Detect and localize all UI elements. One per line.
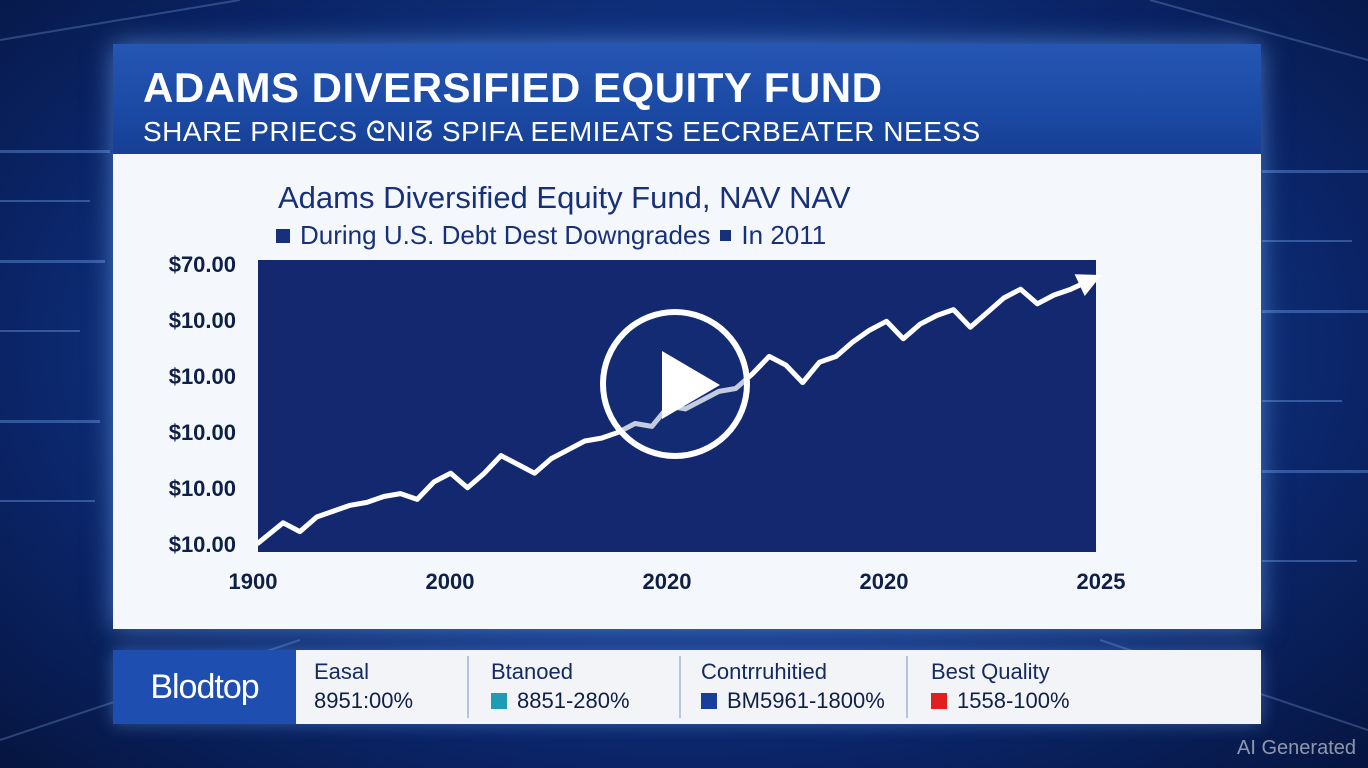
- data-point: [834, 354, 838, 358]
- chart-panel: ADAMS DIVERSIFIED EQUITY FUND SHARE PRIE…: [113, 44, 1261, 629]
- data-point: [952, 308, 955, 312]
- data-point: [985, 311, 989, 315]
- data-point: [499, 454, 503, 458]
- divider: [679, 656, 681, 718]
- swatch-icon: [491, 693, 507, 709]
- arrow-head-icon: [1074, 274, 1102, 296]
- data-point: [868, 328, 872, 332]
- data-point: [466, 486, 469, 490]
- ticker-item-label: Easal: [314, 659, 370, 684]
- bullet-square-icon: [720, 230, 732, 241]
- ticker-item-value: BM5961-1800%: [701, 688, 885, 714]
- data-point: [382, 495, 386, 498]
- ticker-item: Contrruhitied BM5961-1800%: [683, 650, 903, 724]
- y-tick-label: $10.00: [169, 364, 236, 389]
- data-point: [348, 503, 352, 507]
- data-point: [583, 439, 587, 443]
- bullet-square-icon: [276, 228, 290, 243]
- ticker-item-value-text: 8851-280%: [517, 688, 630, 713]
- play-button[interactable]: [600, 309, 750, 459]
- swatch-icon: [931, 693, 947, 709]
- data-point: [885, 319, 888, 323]
- ticker-item: Btanoed 8851-280%: [473, 650, 678, 724]
- ticker-item-value-text: 8951:00%: [314, 688, 414, 713]
- ticker-item: Easal 8951:00%: [296, 650, 466, 724]
- data-point: [298, 530, 302, 534]
- page-subtitle: SHARE PRIECS ᘓNIᘔ SPIFA EEMIEATS EECRBEA…: [143, 116, 981, 147]
- data-point: [449, 471, 453, 475]
- data-point: [600, 436, 604, 440]
- ticker-bar: Blodtop Easal 8951:00% Btanoed 8851-280%…: [113, 650, 1261, 724]
- data-point: [516, 462, 520, 466]
- data-point: [851, 340, 855, 344]
- ticker-item-value: 8951:00%: [314, 688, 413, 714]
- ticker-item-value-text: BM5961-1800%: [727, 688, 885, 713]
- y-tick-label: $10.00: [169, 308, 236, 333]
- data-point: [1019, 287, 1023, 291]
- chart-subtitle: During U.S. Debt Dest Downgrades In 2011: [276, 220, 826, 251]
- chart-subtitle-tail: In 2011: [741, 220, 827, 250]
- data-point: [415, 497, 419, 501]
- y-tick-label: $10.00: [169, 476, 236, 501]
- swatch-icon: [701, 693, 717, 709]
- x-tick-label: 1900: [229, 569, 278, 594]
- data-point: [1035, 302, 1039, 306]
- ticker-item-label: Best Quality: [931, 659, 1050, 684]
- data-point: [784, 363, 788, 367]
- data-point: [482, 471, 486, 475]
- header-bar: ADAMS DIVERSIFIED EQUITY FUND SHARE PRIE…: [113, 44, 1261, 154]
- x-tick-label: 2000: [426, 569, 475, 594]
- data-point: [1002, 296, 1006, 300]
- ticker-item-value: 8851-280%: [491, 688, 630, 714]
- y-tick-label: $10.00: [169, 420, 236, 445]
- data-point: [918, 322, 922, 326]
- data-point: [750, 372, 754, 376]
- data-point: [365, 500, 369, 504]
- data-point: [935, 314, 939, 317]
- data-point: [968, 325, 972, 329]
- divider: [906, 656, 908, 718]
- data-point: [315, 515, 319, 519]
- divider: [467, 656, 469, 718]
- page-title: ADAMS DIVERSIFIED EQUITY FUND: [143, 64, 883, 111]
- data-point: [533, 471, 536, 475]
- data-point: [767, 354, 771, 358]
- ticker-item-value: 1558-100%: [931, 688, 1070, 714]
- ticker-item: Best Quality 1558-100%: [913, 650, 1143, 724]
- data-point: [801, 381, 805, 385]
- data-point: [901, 337, 905, 341]
- chart-title: Adams Diversified Equity Fund, NAV NAV: [278, 180, 851, 215]
- y-tick-label: $70.00: [169, 252, 236, 277]
- data-point: [432, 480, 436, 484]
- data-point: [818, 360, 821, 364]
- brand-logo: Blodtop: [113, 650, 296, 724]
- data-point: [1052, 293, 1056, 297]
- data-point: [256, 541, 260, 545]
- ticker-item-value-text: 1558-100%: [957, 688, 1070, 713]
- x-tick-label: 2020: [643, 569, 692, 594]
- play-icon: [662, 351, 720, 419]
- watermark: AI Generated: [1237, 737, 1356, 759]
- ticker-item-label: Btanoed: [491, 659, 573, 684]
- data-point: [399, 492, 402, 496]
- data-point: [1069, 287, 1073, 291]
- data-point: [331, 509, 335, 513]
- chart-subtitle-text: During U.S. Debt Dest Downgrades: [300, 220, 711, 250]
- y-tick-label: $10.00: [169, 532, 236, 557]
- data-point: [549, 457, 553, 461]
- data-point: [281, 521, 285, 525]
- data-point: [566, 448, 570, 452]
- ticker-item-label: Contrruhitied: [701, 659, 827, 684]
- x-tick-label: 2020: [860, 569, 909, 594]
- x-tick-label: 2025: [1077, 569, 1126, 594]
